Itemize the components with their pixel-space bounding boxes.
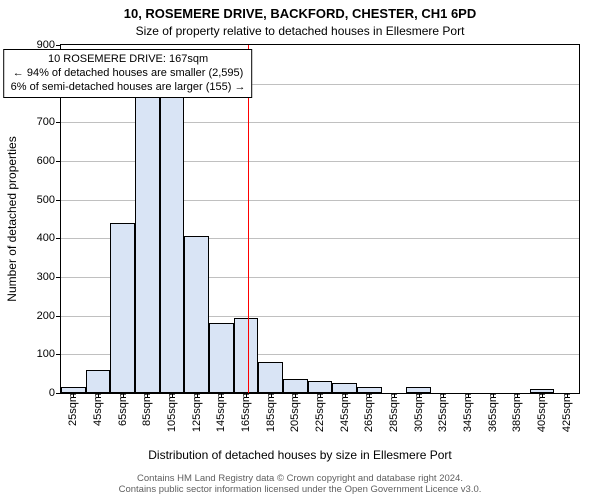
- x-tick-label: 265sqm: [363, 393, 375, 432]
- x-tick-label: 65sqm: [117, 393, 129, 426]
- x-tick-label: 305sqm: [413, 393, 425, 432]
- histogram-bar: [308, 381, 333, 393]
- y-axis-label: Number of detached properties: [5, 136, 19, 301]
- histogram-bar: [86, 370, 111, 393]
- x-tick-label: 325sqm: [437, 393, 449, 432]
- footer-attribution: Contains HM Land Registry data © Crown c…: [0, 474, 600, 496]
- histogram-bar: [135, 84, 160, 393]
- chart-container: 10, ROSEMERE DRIVE, BACKFORD, CHESTER, C…: [0, 0, 600, 500]
- x-tick-label: 345sqm: [462, 393, 474, 432]
- x-tick-label: 225sqm: [314, 393, 326, 432]
- x-tick-label: 25sqm: [67, 393, 79, 426]
- y-tick-mark: [56, 122, 61, 123]
- x-tick-label: 145sqm: [215, 393, 227, 432]
- y-tick-label: 0: [49, 387, 55, 399]
- histogram-bar: [234, 318, 259, 393]
- annotation-box: 10 ROSEMERE DRIVE: 167sqm← 94% of detach…: [4, 49, 253, 98]
- y-tick-mark: [56, 161, 61, 162]
- x-tick-label: 425sqm: [561, 393, 573, 432]
- x-tick-label: 165sqm: [240, 393, 252, 432]
- y-tick-label: 100: [37, 348, 55, 360]
- y-tick-label: 300: [37, 271, 55, 283]
- x-tick-label: 365sqm: [487, 393, 499, 432]
- histogram-bar: [110, 223, 135, 393]
- y-tick-mark: [56, 200, 61, 201]
- y-tick-mark: [56, 45, 61, 46]
- y-tick-label: 700: [37, 116, 55, 128]
- x-tick-label: 185sqm: [265, 393, 277, 432]
- x-tick-label: 205sqm: [289, 393, 301, 432]
- annotation-line: 6% of semi-detached houses are larger (1…: [11, 81, 246, 95]
- y-tick-label: 500: [37, 194, 55, 206]
- histogram-bar: [332, 383, 357, 393]
- chart-title: 10, ROSEMERE DRIVE, BACKFORD, CHESTER, C…: [0, 6, 600, 21]
- y-tick-mark: [56, 354, 61, 355]
- x-tick-label: 85sqm: [141, 393, 153, 426]
- annotation-line: 10 ROSEMERE DRIVE: 167sqm: [11, 53, 246, 67]
- histogram-bar: [184, 236, 209, 393]
- x-tick-label: 405sqm: [536, 393, 548, 432]
- x-tick-label: 245sqm: [339, 393, 351, 432]
- x-tick-label: 125sqm: [191, 393, 203, 432]
- annotation-line: ← 94% of detached houses are smaller (2,…: [11, 67, 246, 81]
- histogram-bar: [283, 379, 308, 393]
- histogram-bar: [258, 362, 283, 393]
- footer-line-2: Contains public sector information licen…: [0, 485, 600, 496]
- plot-area: 010020030040050060070080090025sqm45sqm65…: [60, 44, 580, 394]
- chart-subtitle: Size of property relative to detached ho…: [0, 24, 600, 38]
- x-tick-label: 385sqm: [511, 393, 523, 432]
- y-tick-mark: [56, 238, 61, 239]
- x-axis-label: Distribution of detached houses by size …: [0, 448, 600, 462]
- histogram-bar: [209, 323, 234, 393]
- y-tick-mark: [56, 277, 61, 278]
- y-tick-label: 200: [37, 310, 55, 322]
- y-tick-mark: [56, 393, 61, 394]
- histogram-bar: [160, 95, 185, 393]
- y-tick-label: 400: [37, 232, 55, 244]
- x-tick-label: 45sqm: [92, 393, 104, 426]
- x-tick-label: 105sqm: [166, 393, 178, 432]
- y-tick-mark: [56, 316, 61, 317]
- x-tick-label: 285sqm: [388, 393, 400, 432]
- y-tick-label: 600: [37, 155, 55, 167]
